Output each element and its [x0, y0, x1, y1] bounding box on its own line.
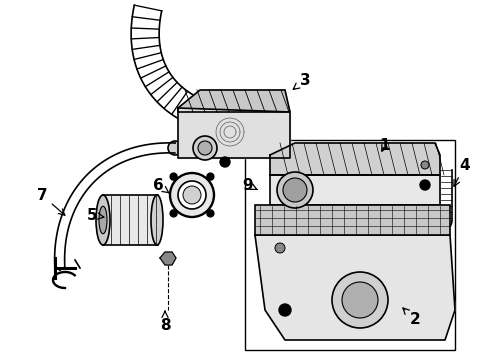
Ellipse shape: [96, 195, 110, 245]
Circle shape: [220, 157, 230, 167]
Text: 4: 4: [454, 158, 470, 186]
Text: 1: 1: [380, 138, 390, 153]
Text: 5: 5: [87, 207, 104, 222]
Circle shape: [420, 180, 430, 190]
Circle shape: [198, 141, 212, 155]
Circle shape: [183, 186, 201, 204]
Polygon shape: [270, 175, 440, 205]
Polygon shape: [255, 235, 455, 340]
Text: 6: 6: [152, 177, 169, 193]
Text: 7: 7: [37, 188, 65, 215]
Circle shape: [178, 181, 206, 209]
Circle shape: [332, 272, 388, 328]
Circle shape: [170, 173, 214, 217]
Circle shape: [421, 161, 429, 169]
Circle shape: [277, 172, 313, 208]
Circle shape: [193, 136, 217, 160]
Polygon shape: [178, 90, 290, 112]
Circle shape: [283, 178, 307, 202]
Circle shape: [170, 173, 177, 180]
Circle shape: [207, 210, 214, 217]
Circle shape: [207, 173, 214, 180]
Polygon shape: [270, 143, 440, 175]
Bar: [255, 205, 450, 235]
Polygon shape: [160, 252, 176, 265]
Text: 3: 3: [293, 72, 310, 89]
Polygon shape: [178, 108, 290, 158]
Text: 2: 2: [403, 308, 420, 328]
Circle shape: [170, 210, 177, 217]
Text: 9: 9: [243, 177, 257, 193]
Circle shape: [275, 243, 285, 253]
Text: 8: 8: [160, 311, 171, 333]
Bar: [245, 140, 455, 350]
Circle shape: [342, 282, 378, 318]
Circle shape: [168, 141, 182, 155]
Bar: [103, 195, 158, 245]
Ellipse shape: [151, 195, 163, 245]
Circle shape: [279, 304, 291, 316]
Ellipse shape: [99, 206, 107, 234]
